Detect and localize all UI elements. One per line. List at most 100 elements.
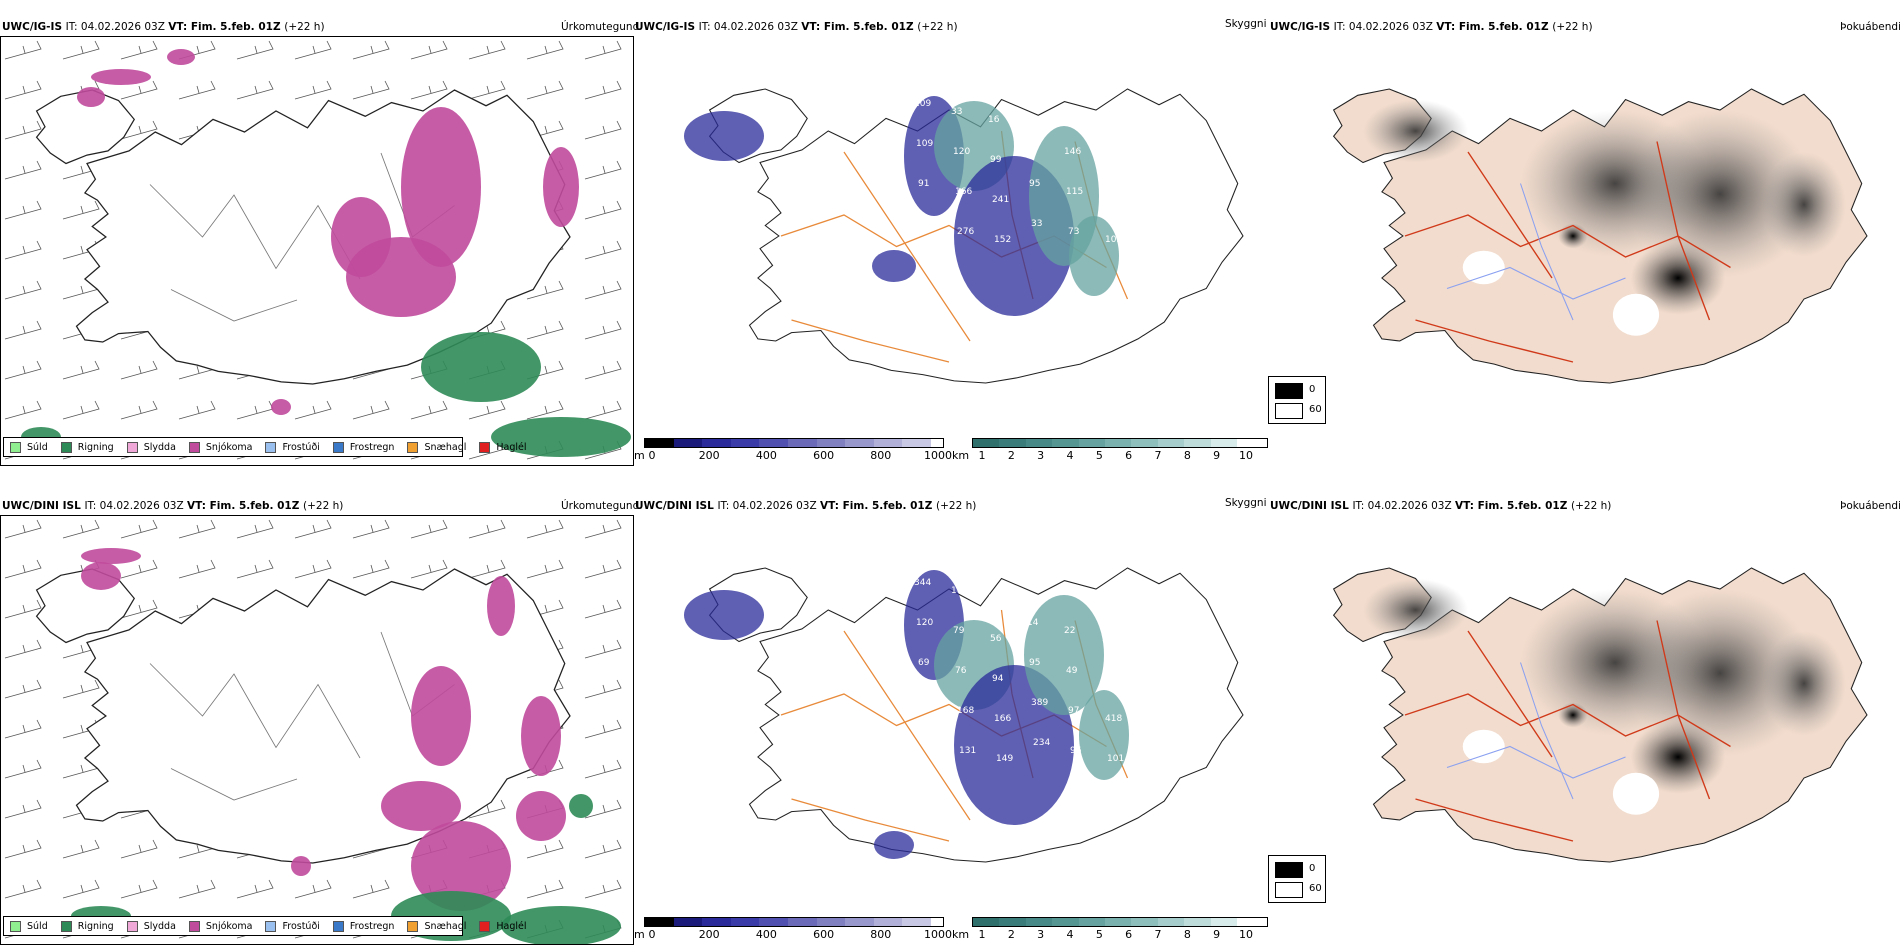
precip-legend: Súld Rigning Slydda Snjókoma Frostúði Frostre… bbox=[3, 437, 527, 457]
snow-area bbox=[381, 781, 461, 831]
panel-title-visibility: Skyggni bbox=[1225, 497, 1267, 509]
legend-item-6: Snæhagl bbox=[407, 441, 467, 453]
colorbar-tick: 3 bbox=[1037, 449, 1045, 462]
ceiling-label: 146 bbox=[1064, 147, 1081, 157]
colorbar-tick: 600 bbox=[813, 928, 835, 941]
lead-time: (+22 h) bbox=[1552, 21, 1593, 33]
valid-time: Fim. 5.feb. 01Z bbox=[209, 500, 303, 512]
legend-swatch bbox=[479, 920, 491, 932]
cloud-area bbox=[684, 111, 764, 161]
valid-time: Fim. 5.feb. 01Z bbox=[1477, 500, 1571, 512]
cloud-area bbox=[1024, 595, 1104, 715]
legend-item-3: Snjókoma bbox=[188, 441, 252, 453]
legend-label: Frostúði bbox=[282, 920, 320, 932]
snow-area bbox=[77, 87, 105, 107]
model-name: UWC/IG-IS bbox=[2, 21, 66, 33]
visibility-unit: km bbox=[952, 449, 970, 462]
valid-time-label: VT: bbox=[1436, 21, 1459, 33]
snow-area bbox=[401, 107, 481, 267]
precip-map-svg bbox=[1, 516, 633, 944]
panel-title-visibility: Skyggni bbox=[1225, 18, 1267, 30]
colorbar-tick: 400 bbox=[755, 449, 777, 462]
visibility-areas bbox=[684, 570, 1129, 859]
colorbar-tick: 9 bbox=[1213, 928, 1221, 941]
valid-time-label: VT: bbox=[1455, 500, 1478, 512]
legend-label: Súld bbox=[27, 441, 48, 453]
snow-area bbox=[291, 856, 311, 876]
snow-area bbox=[81, 562, 121, 590]
legend-swatch bbox=[188, 441, 200, 453]
ceiling-label: 168 bbox=[957, 706, 974, 716]
colorbar-tick: 4 bbox=[1066, 449, 1074, 462]
ceiling-label: 140 bbox=[1103, 195, 1120, 205]
valid-time-label: VT: bbox=[820, 500, 843, 512]
ceiling-label: 14 bbox=[1027, 618, 1039, 628]
panel-header: UWC/IG-IS IT: 04.02.2026 03Z VT: Fim. 5.… bbox=[1270, 21, 1593, 33]
rain-area bbox=[421, 332, 541, 402]
ceiling-label: 120 bbox=[953, 147, 970, 157]
legend-label: Snæhagl bbox=[424, 441, 467, 453]
legend-item-4: Frostúði bbox=[265, 920, 320, 932]
cloud-area bbox=[874, 831, 914, 859]
precip-map: Súld Rigning Slydda Snjókoma Frostúði Frostre… bbox=[0, 36, 634, 466]
ceiling-label: 22 bbox=[1064, 626, 1075, 636]
fog-map-svg bbox=[1333, 567, 1868, 863]
legend-item-4: Frostúði bbox=[265, 441, 320, 453]
colorbar-tick: 600 bbox=[813, 449, 835, 462]
cloud-area bbox=[872, 250, 916, 282]
legend-swatch bbox=[407, 920, 419, 932]
fog-panel: UWC/DINI ISL IT: 04.02.2026 03Z VT: Fim.… bbox=[1268, 479, 1900, 949]
visibility-areas bbox=[684, 96, 1119, 316]
ceiling-label: 90 bbox=[1103, 674, 1115, 684]
legend-label: Súld bbox=[27, 920, 48, 932]
ceiling-label: 389 bbox=[1031, 698, 1048, 708]
ceiling-label: 76 bbox=[955, 666, 967, 676]
snow-area bbox=[81, 548, 141, 564]
ceiling-label: 41 bbox=[922, 259, 933, 269]
legend-swatch bbox=[10, 920, 21, 932]
ceiling-label: 104 bbox=[920, 219, 937, 229]
ceiling-label: 1 bbox=[924, 778, 930, 788]
lead-time: (+22 h) bbox=[1571, 500, 1612, 512]
init-time: IT: 04.02.2026 03Z bbox=[698, 21, 802, 33]
panel-header: UWC/DINI ISL IT: 04.02.2026 03Z VT: Fim.… bbox=[2, 500, 343, 512]
visibility-panel: UWC/IG-IS IT: 04.02.2026 03Z VT: Fim. 5.… bbox=[634, 0, 1270, 470]
legend-swatch bbox=[332, 441, 344, 453]
valid-time: Fim. 5.feb. 01Z bbox=[1458, 21, 1553, 33]
legend-item-2: Slydda bbox=[126, 920, 176, 932]
panel-header: UWC/IG-IS IT: 04.02.2026 03Z VT: Fim. 5.… bbox=[2, 21, 325, 33]
ceiling-label: 115 bbox=[1066, 187, 1083, 197]
colorbar-tick: 2 bbox=[1007, 449, 1015, 462]
legend-swatch bbox=[407, 441, 419, 453]
colorbar-tick: 2 bbox=[1007, 928, 1015, 941]
rain-area bbox=[491, 417, 631, 457]
visibility-map-svg: 109 33 16 72 76 92 109 120 99 62 146 285 91 166 241 95 1… bbox=[684, 88, 1244, 384]
ceiling-label: 92 bbox=[1099, 115, 1110, 125]
legend-label: Frostregn bbox=[349, 441, 395, 453]
fog-legend: 0 60 bbox=[1268, 376, 1326, 424]
ceiling-label: 152 bbox=[994, 235, 1011, 245]
ceiling-label: 234 bbox=[1033, 738, 1050, 748]
snow-area bbox=[516, 791, 566, 841]
snow-area bbox=[331, 197, 391, 277]
ceiling-unit: m bbox=[634, 928, 645, 941]
colorbar-tick: 1 bbox=[978, 449, 986, 462]
panel-title-precip: Úrkomutegund bbox=[561, 21, 640, 33]
ceiling-label: 62 bbox=[1027, 139, 1038, 149]
ceiling-label: 33 bbox=[1031, 219, 1042, 229]
ceiling-label: 16 bbox=[988, 115, 1000, 125]
ceiling-label: 72 bbox=[1025, 99, 1036, 109]
valid-time-label: VT: bbox=[801, 21, 824, 33]
colorbar-tick: 1000 bbox=[924, 449, 952, 462]
legend-label: Haglél bbox=[496, 920, 527, 932]
colorbar-tick: 4 bbox=[1066, 928, 1074, 941]
ceiling-label: 91 bbox=[918, 179, 929, 189]
legend-item-2: Slydda bbox=[126, 441, 176, 453]
ceiling-label: 276 bbox=[957, 227, 974, 237]
snow-area bbox=[167, 49, 195, 65]
colorbar-tick: 6 bbox=[1125, 928, 1133, 941]
ceiling-label: 73 bbox=[1068, 227, 1079, 237]
valid-time: Fim. 5.feb. 01Z bbox=[190, 21, 285, 33]
ceiling-colorbar: m 0 200 400 600 800 1000 bbox=[634, 917, 952, 943]
legend-label: Snæhagl bbox=[424, 920, 467, 932]
